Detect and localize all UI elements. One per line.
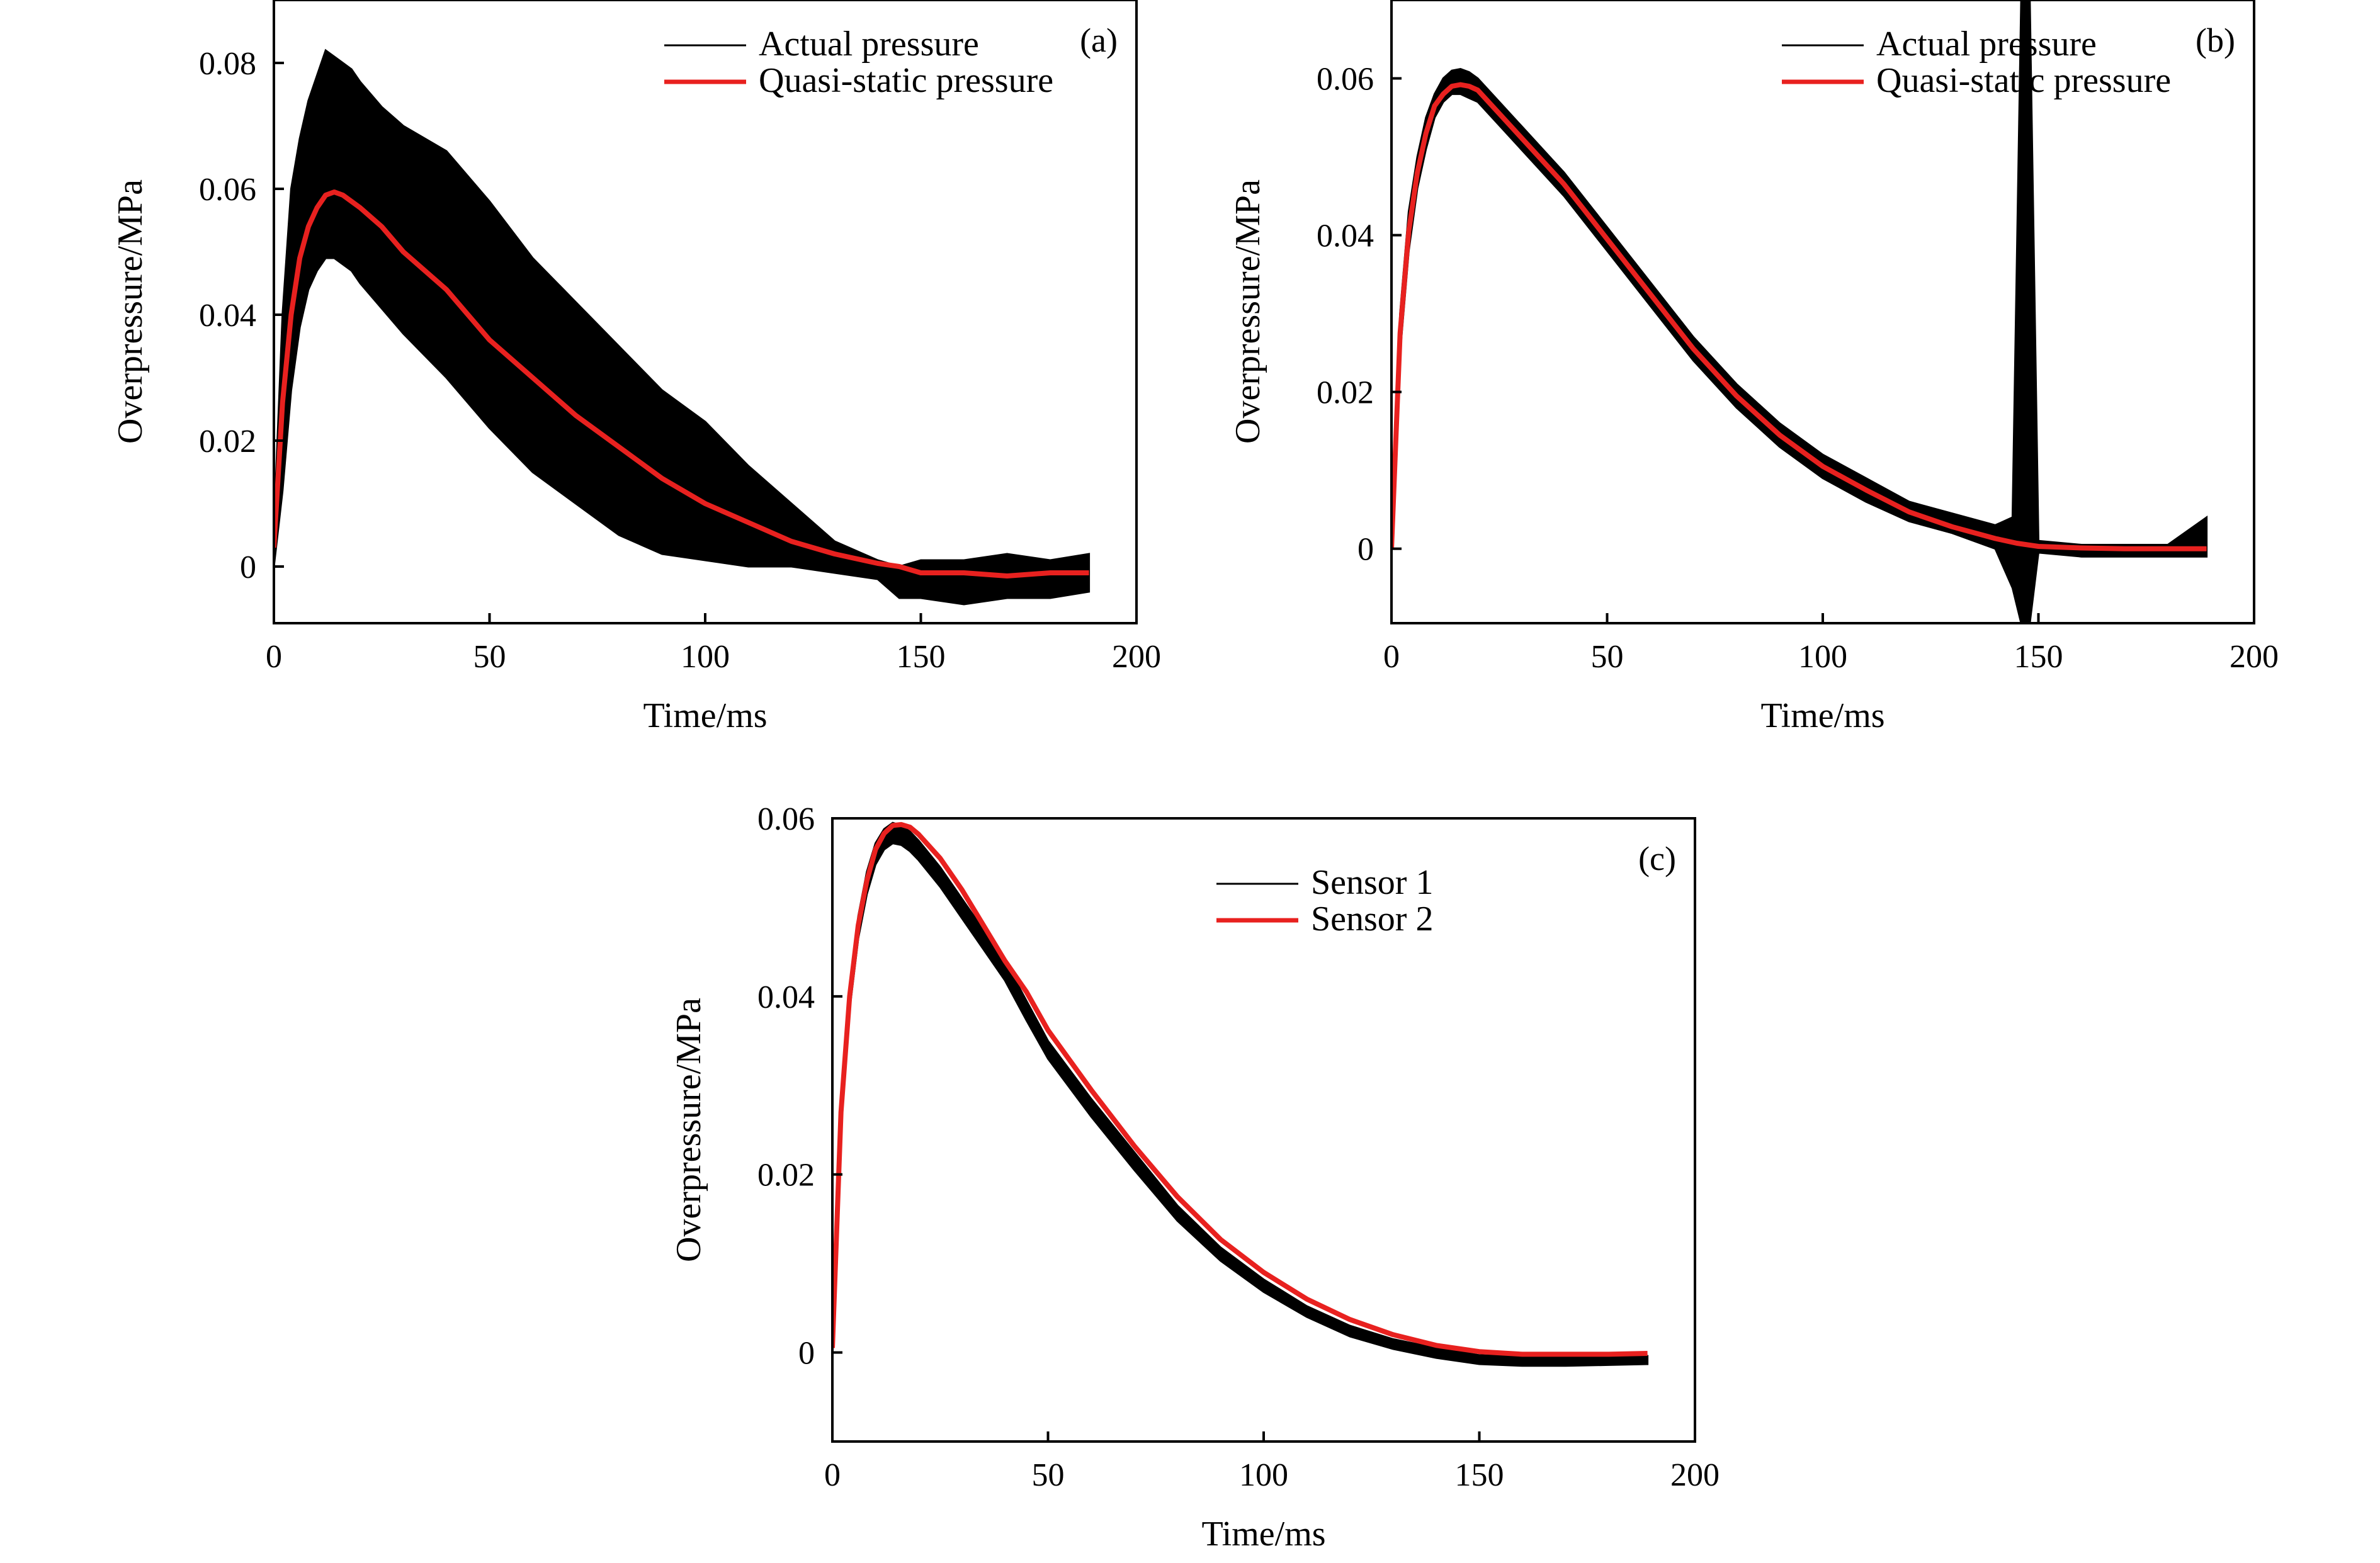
legend-label-2: Quasi-static pressure [1876,61,2171,100]
series-line-2 [1391,82,2207,551]
chart-panel-3: 0 50 100 150 200 0 0.02 0.04 0.06 Time/ms Overpres… [669,801,1720,1554]
y-tick-label: 0 [798,1336,815,1372]
y-tick-label: 0.04 [199,298,256,334]
panel-tag: (c) [1638,840,1676,877]
y-tick-label: 0.06 [1317,62,1374,98]
x-tick-label: 200 [2230,639,2279,675]
y-tick-label: 0.06 [199,172,256,208]
y-axis-label: Overpressure/MPa [1228,179,1267,444]
y-axis-label: Overpressure/MPa [111,179,150,444]
series-line-2 [832,821,1648,1357]
y-tick-label: 0.08 [199,46,256,82]
x-tick-label: 100 [1239,1457,1288,1493]
chart-panel-1: 0 50 100 150 200 0 0.02 0.04 0.06 0.08 Time/ms Over… [111,0,1161,735]
series-band-1 [274,48,1091,606]
x-tick-label: 50 [1591,639,1624,675]
x-tick-label: 150 [897,639,946,675]
series-band-1 [1391,0,2208,623]
legend-label-1: Actual pressure [1876,25,2097,64]
series-band-1 [832,821,1649,1367]
x-tick-label: 50 [473,639,506,675]
x-tick-label: 0 [1383,639,1400,675]
y-tick-label: 0.02 [199,424,256,460]
plot-area [274,48,1091,606]
panel-tag: (b) [2196,21,2235,59]
y-tick-label: 0 [240,550,256,585]
y-tick-label: 0.04 [1317,218,1374,254]
x-tick-label: 200 [1670,1457,1720,1493]
x-tick-label: 100 [1798,639,1847,675]
x-tick-label: 0 [824,1457,841,1493]
series-line-2 [274,189,1089,578]
y-axis-label: Overpressure/MPa [669,998,708,1262]
y-tick-label: 0.04 [757,979,815,1015]
x-tick-label: 0 [266,639,282,675]
legend-label-1: Sensor 1 [1311,863,1433,902]
plot-area [832,821,1649,1367]
x-tick-label: 50 [1032,1457,1065,1493]
legend-label-1: Actual pressure [759,25,979,64]
plot-area [1391,0,2208,623]
x-tick-label: 200 [1112,639,1161,675]
x-axis-label: Time/ms [1201,1515,1325,1554]
x-axis-label: Time/ms [1760,696,1884,735]
y-tick-label: 0.02 [757,1158,815,1193]
chart-panel-2: 0 50 100 150 200 0 0.02 0.04 0.06 Time/ms Overpres… [1228,0,2279,735]
x-tick-label: 150 [1455,1457,1504,1493]
y-tick-label: 0.06 [757,801,815,837]
panel-tag: (a) [1080,21,1118,59]
y-tick-label: 0 [1357,532,1374,568]
x-tick-label: 100 [681,639,730,675]
legend-label-2: Quasi-static pressure [759,61,1053,100]
legend-label-2: Sensor 2 [1311,900,1433,939]
x-axis-label: Time/ms [643,696,767,735]
x-tick-label: 150 [2014,639,2063,675]
y-tick-label: 0.02 [1317,375,1374,411]
